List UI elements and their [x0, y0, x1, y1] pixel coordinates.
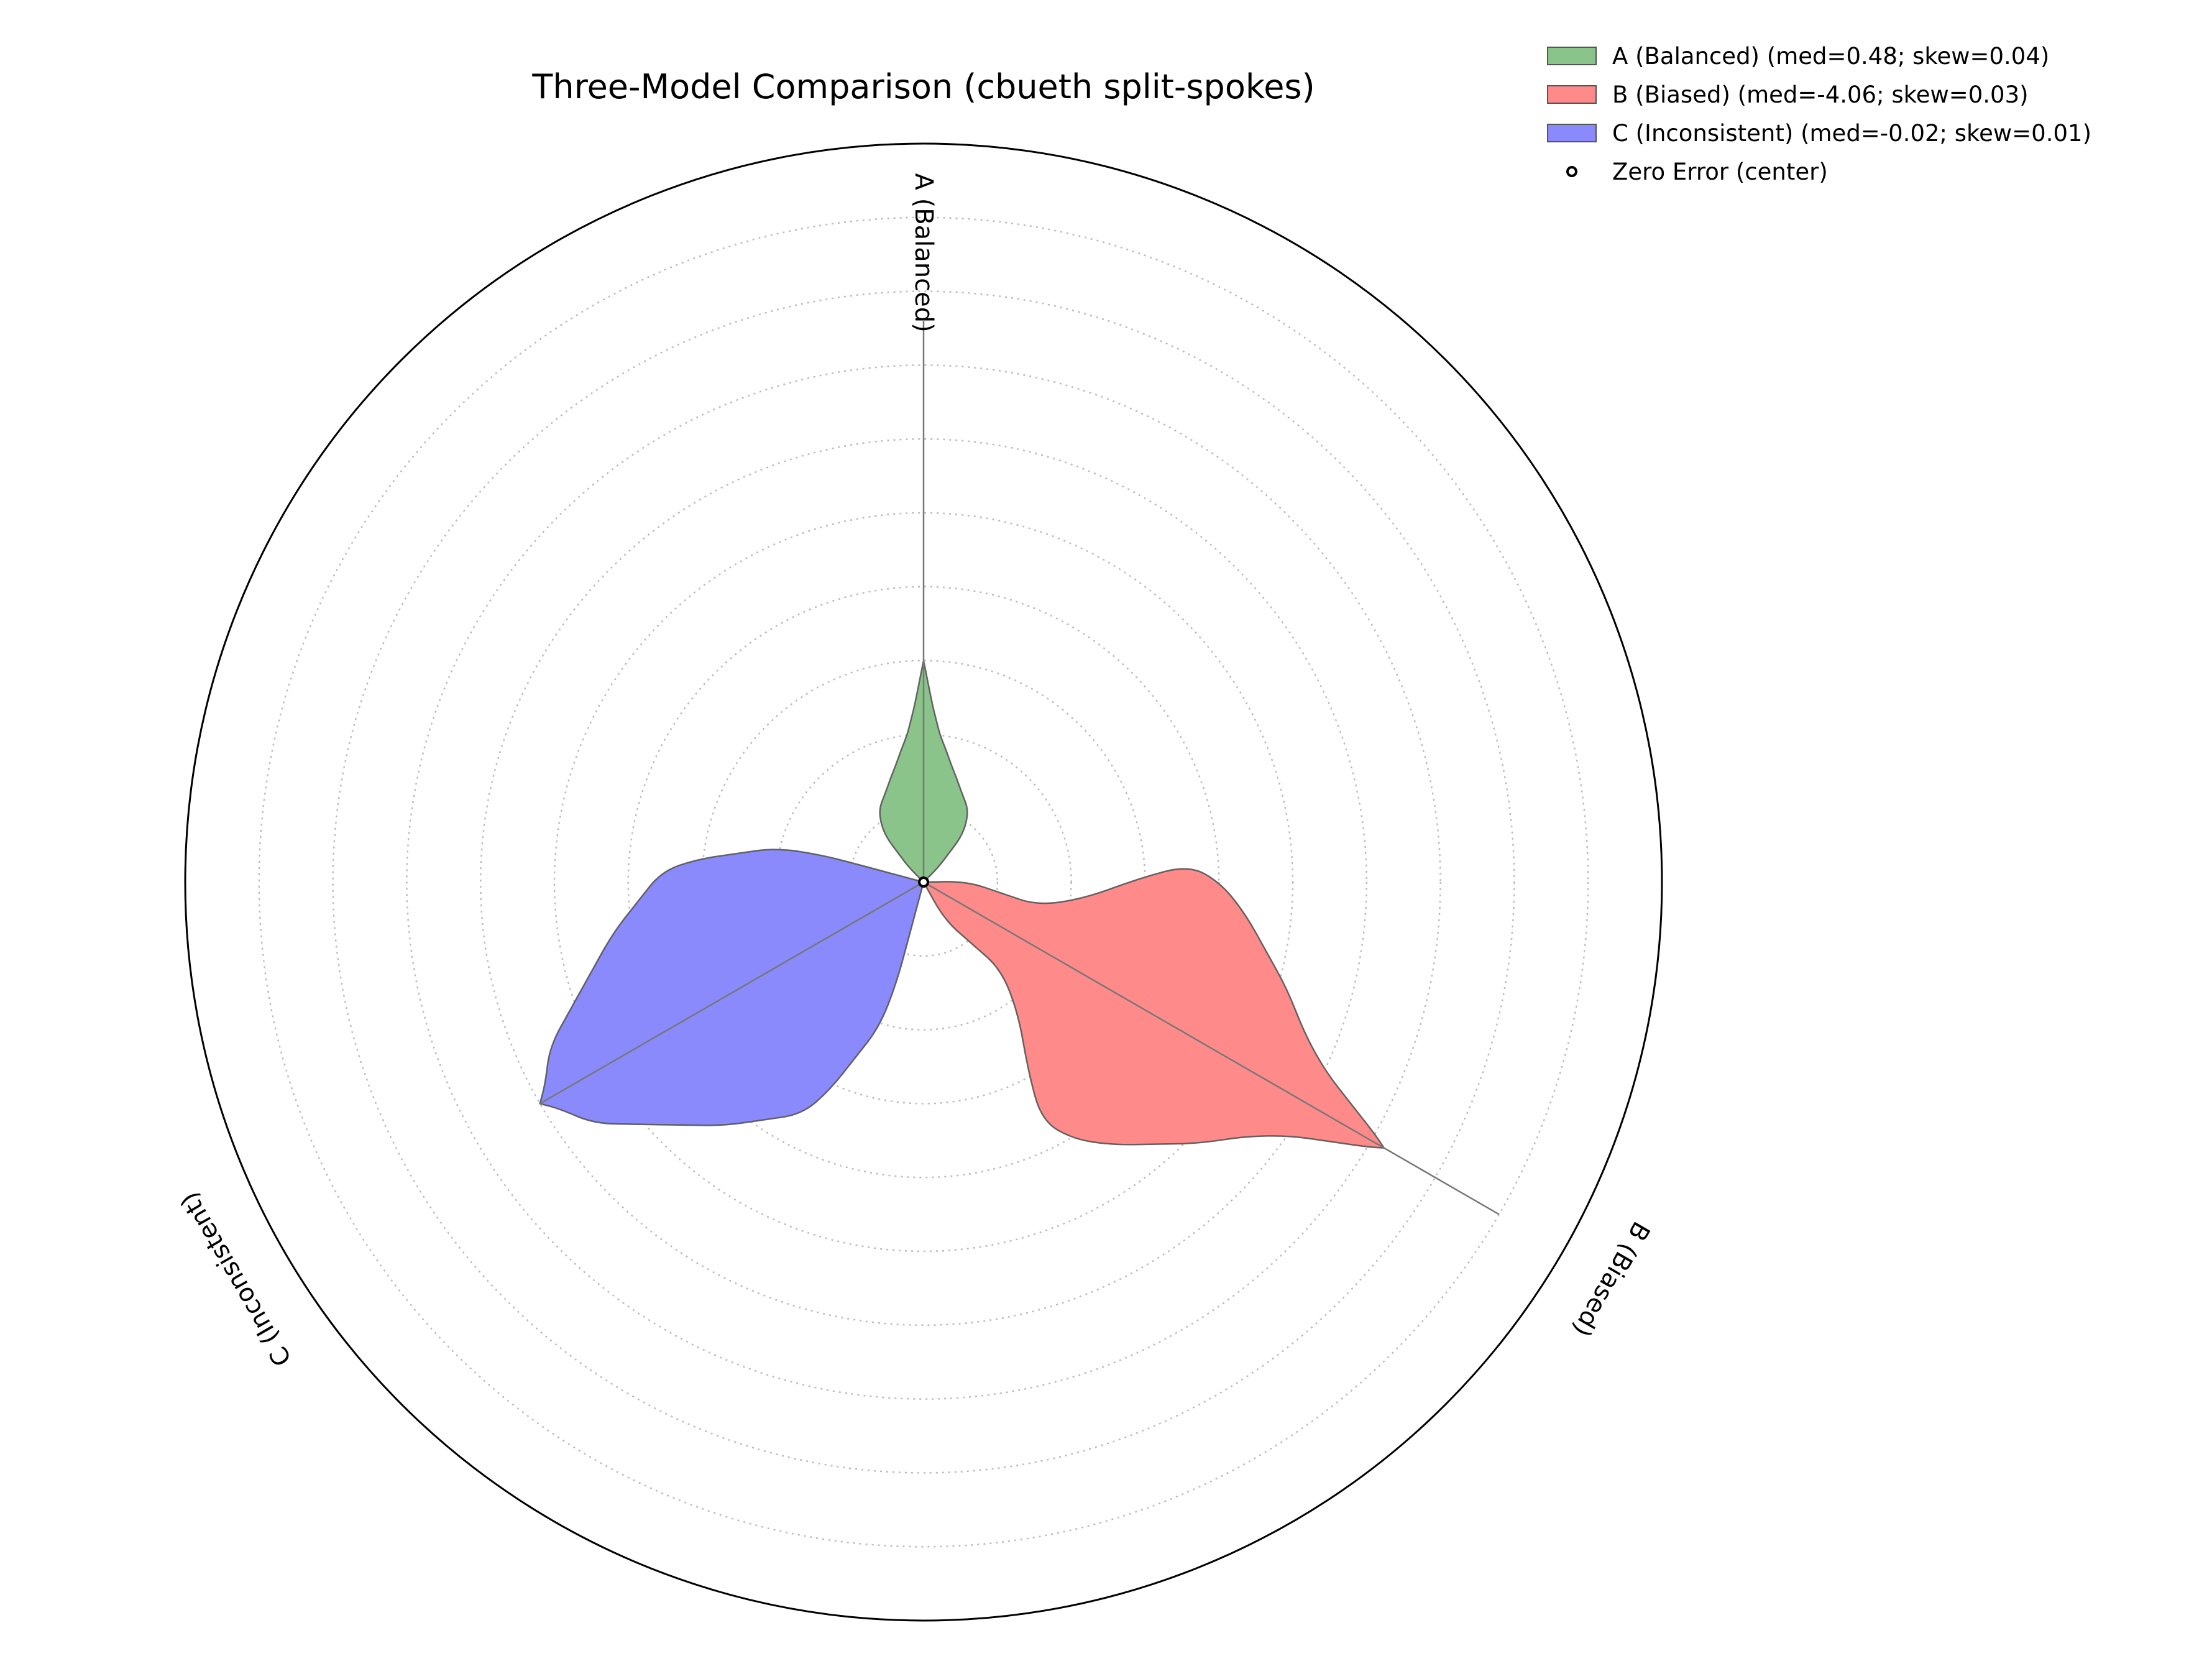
grid-ring-1 [848, 807, 999, 957]
spoke-label-a-balanced: A (Balanced) [909, 173, 938, 333]
spoke-lines [539, 321, 1500, 1215]
legend-marker-zero-error [1566, 166, 1577, 177]
grid-ring-8 [332, 290, 1515, 1474]
legend-entry-a-balanced: A (Balanced) (med=0.48; skew=0.04) [1612, 43, 2049, 70]
legend-entry-c-inconsistent: C (Inconsistent) (med=-0.02; skew=0.01) [1612, 120, 2091, 147]
spoke-line-c-inconsistent [539, 881, 924, 1105]
grid-ring-4 [627, 586, 1220, 1179]
grid-ring-6 [479, 438, 1368, 1327]
grid-ring-2 [775, 734, 1072, 1031]
legend-swatch-a-balanced [1547, 47, 1597, 65]
chart-title: Three-Model Comparison (cbueth split-spo… [531, 67, 1315, 106]
grid-ring-7 [406, 364, 1441, 1400]
outer-frame [184, 142, 1663, 1622]
legend-entry-b-biased: B (Biased) (med=-4.06; skew=0.03) [1612, 81, 2029, 108]
spoke-line-b-biased [923, 881, 1500, 1215]
grid-ring-9 [258, 216, 1589, 1548]
spoke-shape-c-inconsistent [539, 849, 925, 1126]
legend-swatch-b-biased [1547, 85, 1597, 104]
legend: A (Balanced) (med=0.48; skew=0.04) B (Bia… [1547, 43, 2091, 185]
grid-ring-5 [553, 512, 1294, 1253]
legend-entry-zero-error: Zero Error (center) [1612, 159, 1828, 185]
legend-swatch-c-inconsistent [1547, 124, 1597, 142]
center-marker [918, 876, 929, 888]
spoke-shapes [539, 660, 1386, 1149]
